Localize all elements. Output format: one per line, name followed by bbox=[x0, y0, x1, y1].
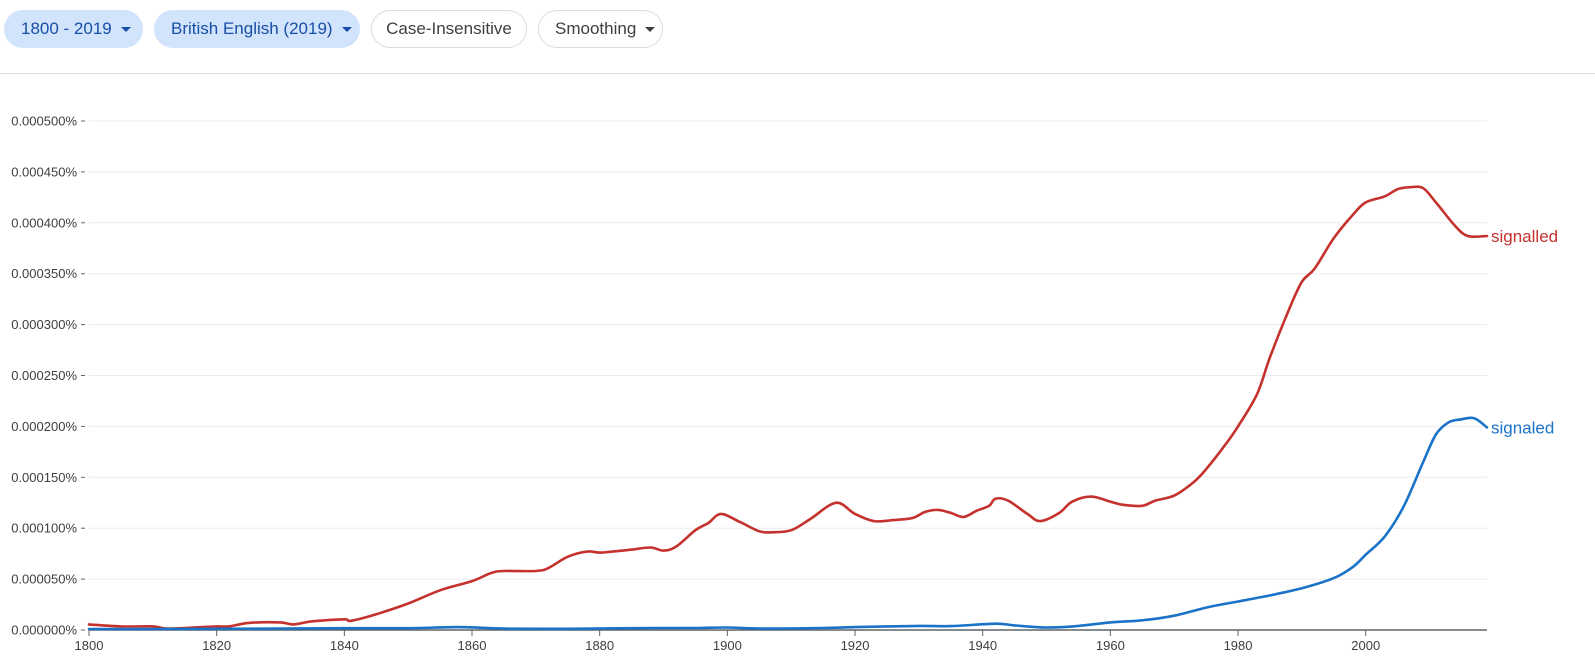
case-insensitive-label: Case-Insensitive bbox=[386, 19, 512, 38]
x-axis: 1800 1820 1840 1860 1880 1900 1920 1940 1960 1980… bbox=[75, 629, 1487, 653]
chevron-down-icon bbox=[120, 26, 131, 32]
y-tick-label: 0.000250% bbox=[11, 368, 77, 383]
x-tick-label: 2000 bbox=[1351, 638, 1380, 653]
y-tick-label: 0.000350% bbox=[11, 266, 77, 281]
corpus-dropdown[interactable]: British English (2019) bbox=[154, 10, 360, 48]
y-axis: 0.000000% 0.000050% 0.000100% 0.000150% 0.00… bbox=[11, 114, 85, 638]
date-range-label: 1800 - 2019 bbox=[21, 19, 112, 38]
y-tick-label: 0.000000% bbox=[11, 623, 77, 638]
x-tick-label: 1940 bbox=[968, 638, 997, 653]
x-tick-label: 1840 bbox=[330, 638, 359, 653]
series-label-signalled[interactable]: signalled bbox=[1491, 227, 1558, 246]
y-tick-label: 0.000100% bbox=[11, 521, 77, 536]
y-tick-label: 0.000500% bbox=[11, 114, 77, 129]
grid-lines bbox=[89, 120, 1487, 580]
date-range-dropdown[interactable]: 1800 - 2019 bbox=[4, 10, 143, 48]
y-tick-label: 0.000200% bbox=[11, 419, 77, 434]
chevron-down-icon bbox=[341, 26, 352, 32]
smoothing-label: Smoothing bbox=[555, 19, 637, 38]
chevron-down-icon bbox=[645, 26, 656, 32]
y-tick-label: 0.000400% bbox=[11, 215, 77, 230]
x-tick-label: 1900 bbox=[713, 638, 742, 653]
series-line-signaled[interactable] bbox=[87, 416, 1489, 631]
series-line-signalled[interactable] bbox=[87, 185, 1489, 630]
x-tick-label: 1860 bbox=[458, 638, 487, 653]
case-insensitive-toggle[interactable]: Case-Insensitive bbox=[371, 10, 527, 48]
x-tick-label: 1800 bbox=[75, 638, 104, 653]
series-lines: signalled signaled bbox=[87, 185, 1558, 631]
x-tick-label: 1920 bbox=[841, 638, 870, 653]
series-label-signaled[interactable]: signaled bbox=[1491, 418, 1554, 437]
y-tick-label: 0.000050% bbox=[11, 572, 77, 587]
corpus-label: British English (2019) bbox=[171, 19, 333, 38]
x-tick-label: 1960 bbox=[1096, 638, 1125, 653]
x-tick-label: 1880 bbox=[585, 638, 614, 653]
y-tick-label: 0.000300% bbox=[11, 317, 77, 332]
y-tick-label: 0.000450% bbox=[11, 164, 77, 179]
x-tick-label: 1980 bbox=[1224, 638, 1253, 653]
ngram-chart: 0.000000% 0.000050% 0.000100% 0.000150% 0.00… bbox=[11, 114, 1558, 654]
x-tick-label: 1820 bbox=[202, 638, 231, 653]
y-tick-label: 0.000150% bbox=[11, 470, 77, 485]
toolbar: 1800 - 2019 British English (2019) Case-… bbox=[0, 0, 1595, 74]
smoothing-dropdown[interactable]: Smoothing bbox=[538, 10, 663, 48]
